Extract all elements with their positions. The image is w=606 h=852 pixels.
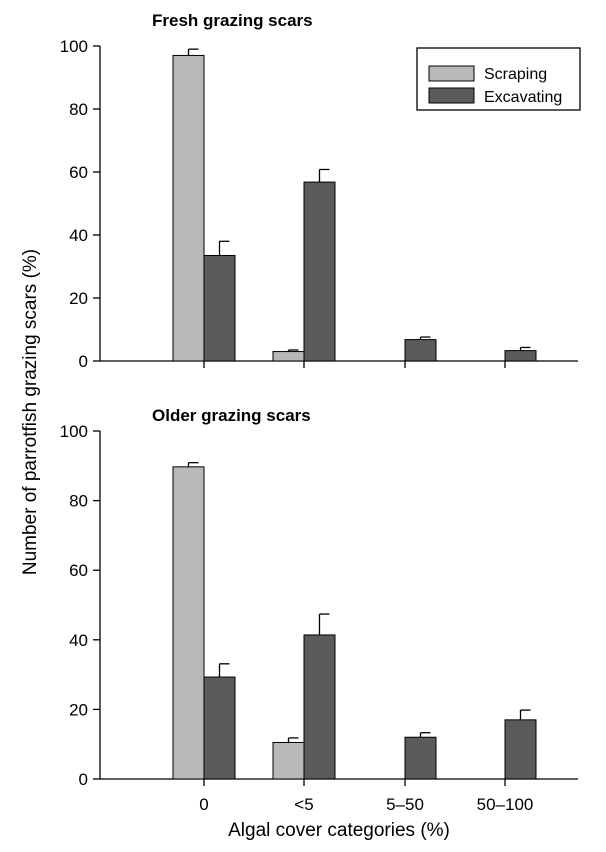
y-tick-label: 40 [69, 226, 88, 245]
bar-excavating-1 [303, 634, 336, 780]
bar-excavating-2 [404, 736, 437, 780]
y-tick-label: 20 [69, 700, 88, 719]
bar-excavating-1 [303, 181, 336, 362]
x-axis-title: Algal cover categories (%) [228, 820, 450, 841]
legend-label-excavating: Excavating [484, 89, 562, 106]
x-tick-label: 50–100 [477, 795, 534, 814]
x-tick-label: 0 [199, 795, 208, 814]
older-scars-yticks: 0 20 40 60 80 100 [60, 422, 100, 789]
older-scars-panel: Older grazing scars 0 <5 5–50 50–100 0 20 40 6… [60, 406, 578, 814]
y-tick-label: 20 [69, 289, 88, 308]
x-tick-label: <5 [294, 795, 313, 814]
x-tick-label: 5–50 [386, 795, 424, 814]
y-tick-label: 60 [69, 561, 88, 580]
bar-scraping-0 [172, 466, 205, 780]
older-scars-bars [172, 462, 537, 780]
older-scars-xticks: 0 <5 5–50 50–100 [199, 779, 533, 814]
fresh-scars-bars [172, 48, 537, 362]
fresh-scars-panel: Fresh grazing scars 0 20 40 60 80 100 Scrapin… [60, 11, 581, 371]
y-tick-label: 100 [60, 422, 88, 441]
bar-excavating-0 [203, 254, 236, 362]
bar-excavating-3 [504, 719, 537, 780]
legend-label-scraping: Scraping [484, 66, 547, 83]
bar-scraping-1 [272, 741, 305, 780]
legend: Scraping Excavating [416, 47, 581, 111]
y-tick-label: 100 [60, 37, 88, 56]
bar-excavating-2 [404, 339, 437, 362]
fresh-scars-xticks [203, 361, 506, 368]
y-axis-title: Number of parrotfish grazing scars (%) [20, 249, 41, 575]
y-tick-label: 80 [69, 100, 88, 119]
bar-scraping-1 [272, 351, 305, 362]
fresh-scars-title: Fresh grazing scars [152, 11, 313, 30]
bar-scraping-0 [172, 54, 205, 362]
y-tick-label: 0 [79, 770, 88, 789]
legend-swatch-scraping [428, 65, 475, 82]
bar-excavating-3 [504, 350, 537, 362]
y-tick-label: 80 [69, 492, 88, 511]
fresh-scars-yticks: 0 20 40 60 80 100 [60, 37, 100, 371]
y-tick-label: 60 [69, 163, 88, 182]
legend-swatch-excavating [428, 87, 475, 104]
bar-excavating-0 [203, 676, 236, 780]
y-tick-label: 40 [69, 631, 88, 650]
older-scars-title: Older grazing scars [152, 406, 311, 425]
y-tick-label: 0 [79, 352, 88, 371]
